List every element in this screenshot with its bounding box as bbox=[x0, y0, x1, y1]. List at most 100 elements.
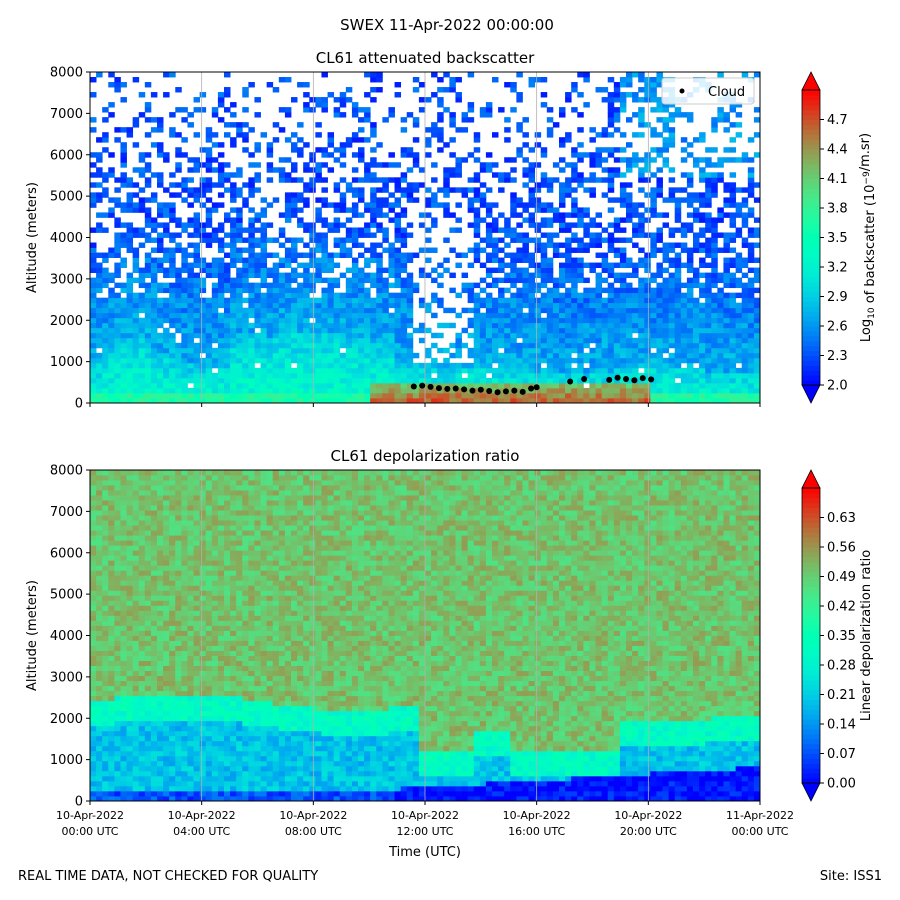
colorbar-extend-max bbox=[801, 469, 821, 489]
cloud-base-point bbox=[419, 382, 426, 389]
quality-disclaimer: REAL TIME DATA, NOT CHECKED FOR QUALITY bbox=[18, 869, 319, 884]
colorbar-tick-label: 0.14 bbox=[827, 718, 856, 733]
colorbar-segment bbox=[802, 99, 820, 106]
x-tick-date: 10-Apr-2022 bbox=[168, 809, 236, 822]
colorbar-segment bbox=[802, 114, 820, 120]
colorbar-tick-label: 2.0 bbox=[827, 379, 848, 394]
colorbar-segment bbox=[802, 232, 820, 238]
x-tick-time: 20:00 UTC bbox=[620, 825, 677, 838]
colorbar-segment bbox=[802, 650, 820, 656]
colorbar-segment bbox=[802, 492, 820, 499]
cloud-base-point bbox=[427, 383, 434, 390]
legend-label: Cloud bbox=[708, 85, 745, 100]
colorbar-segment bbox=[802, 134, 820, 140]
colorbar-segment bbox=[802, 365, 820, 371]
colorbar-segment bbox=[802, 124, 820, 130]
colorbar-segment bbox=[802, 551, 820, 558]
colorbar-segment bbox=[802, 168, 820, 175]
colorbar-segment bbox=[802, 763, 820, 769]
colorbar-tick-label: 0.49 bbox=[827, 570, 856, 585]
colorbar-label: Linear depolarization ratio bbox=[859, 550, 874, 721]
cloud-base-point bbox=[435, 385, 442, 392]
colorbar-segment bbox=[802, 158, 820, 165]
cloud-base-point bbox=[477, 386, 484, 393]
colorbar-segment bbox=[802, 709, 820, 715]
colorbar-segment bbox=[802, 267, 820, 273]
x-tick-date: 10-Apr-2022 bbox=[391, 809, 459, 822]
colorbar-tick-label: 2.3 bbox=[827, 349, 848, 364]
cloud-base-point bbox=[533, 384, 540, 391]
legend: Cloud bbox=[661, 77, 755, 105]
colorbar-segment bbox=[802, 606, 820, 612]
colorbar-segment bbox=[802, 281, 820, 288]
colorbar-segment bbox=[802, 748, 820, 754]
colorbar-segment bbox=[802, 296, 820, 302]
panel-title: CL61 attenuated backscatter bbox=[316, 49, 535, 67]
y-tick-label: 0 bbox=[75, 795, 83, 810]
y-axis-label: Altitude (meters) bbox=[25, 580, 40, 691]
y-tick-label: 6000 bbox=[50, 148, 83, 163]
colorbar-extend-max bbox=[801, 71, 821, 91]
cloud-base-point bbox=[461, 386, 468, 393]
colorbar-tick-label: 0.56 bbox=[827, 541, 856, 556]
colorbar-segment bbox=[802, 163, 820, 170]
y-tick-label: 1000 bbox=[50, 355, 83, 370]
colorbar-segment bbox=[802, 178, 820, 184]
colorbar-segment bbox=[802, 581, 820, 587]
colorbar-segment bbox=[802, 610, 820, 617]
colorbar-tick-label: 3.2 bbox=[827, 261, 848, 276]
heatmap-cells bbox=[90, 470, 761, 802]
y-tick-label: 4000 bbox=[50, 231, 83, 246]
colorbar-segment bbox=[802, 714, 820, 720]
colorbar-segment bbox=[802, 733, 820, 740]
x-axis-label: Time (UTC) bbox=[388, 845, 461, 860]
y-tick-label: 3000 bbox=[50, 670, 83, 685]
colorbar-segment bbox=[802, 665, 820, 671]
y-tick-label: 3000 bbox=[50, 272, 83, 287]
y-tick-label: 2000 bbox=[50, 712, 83, 727]
colorbar-segment bbox=[802, 242, 820, 248]
colorbar-segment bbox=[802, 507, 820, 514]
colorbar-segment bbox=[802, 139, 820, 145]
colorbar-segment bbox=[802, 301, 820, 307]
colorbar-segment bbox=[802, 188, 820, 194]
cloud-base-point bbox=[494, 389, 501, 396]
cloud-base-point bbox=[567, 378, 574, 385]
cloud-base-point bbox=[486, 388, 493, 395]
cloud-base-point bbox=[623, 376, 629, 383]
colorbar-segment bbox=[802, 768, 820, 774]
colorbar-segment bbox=[802, 724, 820, 730]
cloud-base-point bbox=[606, 376, 613, 383]
colorbar-segment bbox=[802, 262, 820, 268]
colorbar-segment bbox=[802, 355, 820, 361]
colorbar-segment bbox=[802, 601, 820, 607]
colorbar-segment bbox=[802, 556, 820, 563]
depolarization-panel: CL61 depolarization ratio 0 1000 2000 3000 40… bbox=[25, 447, 874, 860]
colorbar-segment bbox=[802, 645, 820, 651]
colorbar-segment bbox=[802, 576, 820, 582]
colorbar-segment bbox=[802, 630, 820, 636]
colorbar-segment bbox=[802, 350, 820, 356]
colorbar-extend-min bbox=[801, 384, 821, 404]
y-axis-label: Altitude (meters) bbox=[25, 182, 40, 293]
x-tick-date: 10-Apr-2022 bbox=[279, 809, 347, 822]
colorbar-segment bbox=[802, 208, 820, 214]
colorbar-segment bbox=[802, 620, 820, 627]
cloud-base-point bbox=[528, 385, 535, 392]
cloud-base-point bbox=[511, 387, 518, 394]
colorbar-tick-label: 0.21 bbox=[827, 688, 856, 703]
y-tick-label: 5000 bbox=[50, 190, 83, 205]
colorbar-segment bbox=[802, 571, 820, 577]
colorbar-segment bbox=[802, 704, 820, 710]
panel-title: CL61 depolarization ratio bbox=[331, 447, 520, 465]
colorbar-segment bbox=[802, 119, 820, 125]
colorbar-segment bbox=[802, 527, 820, 533]
colorbar-segment bbox=[802, 660, 820, 666]
figure-suptitle: SWEX 11-Apr-2022 00:00:00 bbox=[340, 16, 554, 34]
y-tick-label: 7000 bbox=[50, 505, 83, 520]
colorbar-segment bbox=[802, 517, 820, 523]
site-label: Site: ISS1 bbox=[819, 869, 882, 884]
colorbar-tick-label: 0.28 bbox=[827, 659, 856, 674]
colorbar-segment bbox=[802, 596, 820, 602]
